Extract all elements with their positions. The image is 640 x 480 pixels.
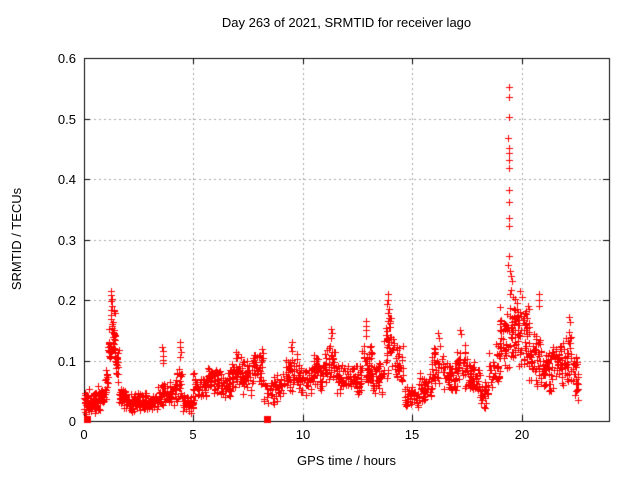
y-tick-label: 0.2: [57, 293, 76, 308]
y-tick-label: 0.6: [57, 51, 76, 66]
y-axis-label: SRMTID / TECUs: [9, 187, 24, 291]
x-tick-label: 10: [295, 427, 311, 442]
y-tick-label: 0.5: [57, 112, 76, 127]
x-tick-label: 0: [80, 427, 88, 442]
x-tick-label: 5: [189, 427, 197, 442]
y-tick-label: 0.1: [57, 354, 76, 369]
y-tick-label: 0.4: [57, 172, 76, 187]
x-tick-label: 20: [514, 427, 530, 442]
x-axis-label: GPS time / hours: [297, 453, 396, 468]
chart-title: Day 263 of 2021, SRMTID for receiver lag…: [221, 15, 472, 30]
y-tick-label: 0.3: [57, 233, 76, 248]
x-tick-label: 15: [404, 427, 420, 442]
y-tick-label: 0: [68, 414, 76, 429]
